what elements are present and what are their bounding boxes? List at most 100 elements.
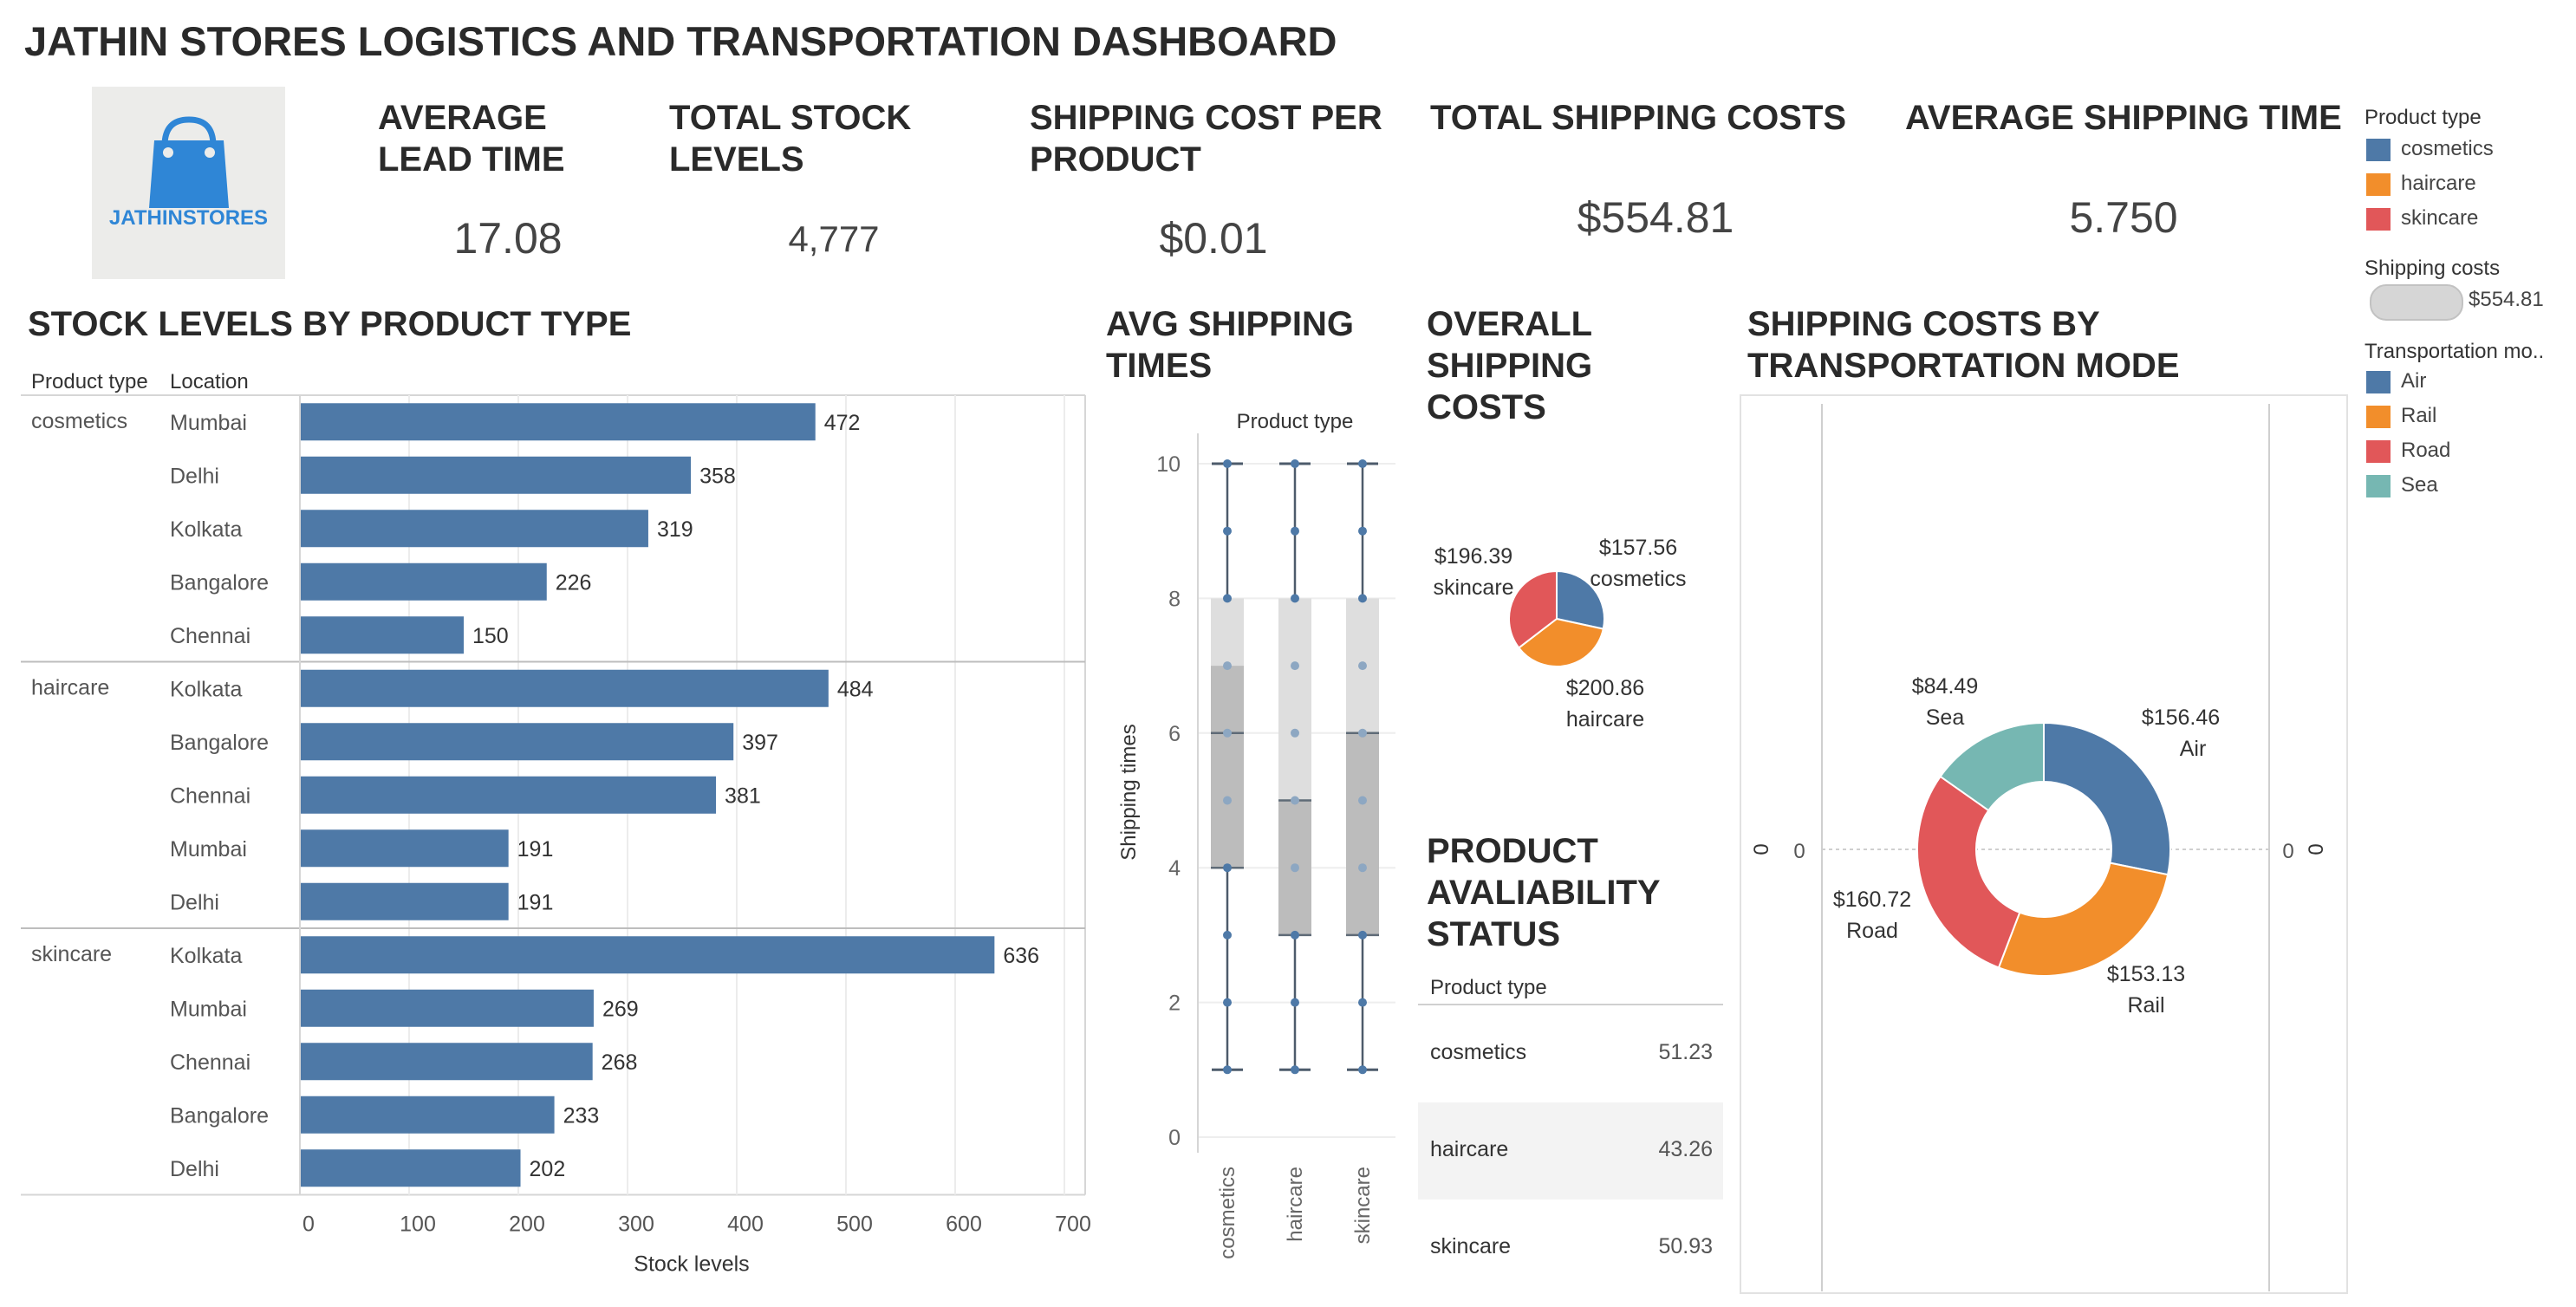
y-tick-label: 4 <box>1168 856 1181 881</box>
donut-value-label-sea: $84.49 <box>1912 674 1978 699</box>
x-tick-label: 400 <box>727 1213 764 1237</box>
data-point-haircare <box>1291 594 1299 603</box>
swatch-skincare <box>2366 207 2391 231</box>
location-label: Kolkata <box>170 944 242 968</box>
data-point-haircare <box>1291 661 1299 671</box>
bar-value-label: 191 <box>517 837 554 862</box>
availability-name-haircare: haircare <box>1430 1137 1509 1161</box>
legend-shipping-costs-value: $554.81 <box>2469 288 2544 311</box>
y-tick-label: 6 <box>1168 722 1181 746</box>
x-tick-label-cosmetics: cosmetics <box>1216 1167 1239 1259</box>
table-row[interactable]: cosmetics 51.23 <box>1418 1005 1723 1102</box>
data-point-cosmetics <box>1223 459 1232 468</box>
x-tick-label-haircare: haircare <box>1284 1167 1307 1242</box>
legend-item-skincare[interactable]: skincare <box>2366 206 2478 231</box>
location-label: Mumbai <box>170 837 247 862</box>
location-label: Chennai <box>170 1050 250 1075</box>
kpi-stock-label: TOTAL STOCK LEVELS <box>669 99 912 179</box>
bar-value-label: 484 <box>837 677 874 701</box>
donut-slice-road <box>1916 775 2021 969</box>
shopping-bag-icon <box>92 87 285 279</box>
legend-item-sea[interactable]: Sea <box>2366 473 2438 497</box>
swatch-air <box>2366 370 2391 393</box>
kpi-cost-per-product-label: SHIPPING COST PER PRODUCT <box>1030 99 1382 179</box>
donut-pane-border <box>1740 394 2348 1294</box>
bar-cosmetics-kolkata <box>300 510 648 548</box>
box-lower-skincare <box>1346 732 1379 935</box>
legend-item-road[interactable]: Road <box>2366 439 2450 463</box>
data-point-cosmetics <box>1223 594 1232 603</box>
group-label-cosmetics: cosmetics <box>31 409 127 433</box>
dashboard-title: JATHIN STORES LOGISTICS AND TRANSPORTATI… <box>24 18 1337 64</box>
data-point-skincare <box>1358 930 1367 940</box>
x-tick-label: 700 <box>1055 1213 1091 1237</box>
swatch-haircare <box>2366 172 2391 196</box>
pie-value-label-haircare: $200.86 <box>1566 676 1644 700</box>
data-point-haircare <box>1291 796 1299 805</box>
location-label: Bangalore <box>170 1103 269 1128</box>
x-tick-label: 200 <box>509 1213 545 1237</box>
legend-item-cosmetics[interactable]: cosmetics <box>2366 137 2494 161</box>
bar-value-label: 268 <box>602 1050 638 1075</box>
pie-category-label-haircare: haircare <box>1566 707 1644 732</box>
data-point-haircare <box>1291 728 1299 738</box>
x-tick-label: 600 <box>946 1213 982 1237</box>
donut-value-label-rail: $153.13 <box>2107 962 2185 986</box>
availability-header-rule <box>1418 1004 1723 1005</box>
y-tick-label: 2 <box>1168 992 1181 1016</box>
data-point-cosmetics <box>1223 930 1232 940</box>
availability-header: Product type <box>1430 976 1547 999</box>
legend-item-haircare[interactable]: haircare <box>2366 172 2476 196</box>
data-point-haircare <box>1291 459 1299 468</box>
bar-value-label: 636 <box>1003 944 1039 968</box>
group-label-haircare: haircare <box>31 676 109 700</box>
bar-value-label: 319 <box>657 517 693 542</box>
bar-cosmetics-chennai <box>300 616 464 654</box>
shipping-costs-size-swatch[interactable] <box>2370 284 2463 321</box>
kpi-total-shipping-label: TOTAL SHIPPING COSTS <box>1430 99 1847 137</box>
donut-slice-air <box>2043 721 2172 876</box>
overall-slice-skincare <box>1508 569 1558 649</box>
bar-value-label: 202 <box>530 1157 566 1181</box>
y-tick-label: 0 <box>1168 1126 1181 1150</box>
y-axis-label: Shipping times <box>1117 724 1141 860</box>
table-row[interactable]: haircare 43.26 <box>1418 1102 1723 1200</box>
swatch-cosmetics <box>2366 138 2391 161</box>
location-label: Delhi <box>170 890 219 914</box>
data-point-cosmetics <box>1223 728 1232 738</box>
location-label: Mumbai <box>170 997 247 1021</box>
donut-category-label-road: Road <box>1846 919 1898 943</box>
zero-axis-label-right: 0 <box>2305 843 2328 855</box>
legend-item-rail[interactable]: Rail <box>2366 404 2436 428</box>
stock-levels-chart: Product type Location 0 100 200 300 400 500 600 7… <box>21 370 1091 1277</box>
shipping-times-boxplot: Product type Shipping times 0 2 4 6 8 10 cosmeti… <box>1117 410 1395 1259</box>
transport-mode-title: SHIPPING COSTS BY TRANSPORTATION MODE <box>1747 305 2180 385</box>
overall-shipping-costs-title: OVERALL SHIPPING COSTS <box>1427 305 1593 426</box>
bar-value-label: 191 <box>517 890 554 914</box>
donut-value-label-air: $156.46 <box>2142 706 2220 730</box>
bar-cosmetics-mumbai <box>300 403 816 441</box>
kpi-cost-per-product-value: $0.01 <box>1159 214 1268 263</box>
transport-mode-donut: 00 0 0$156.46Air$153.13Rail$160.72Road$84.… <box>1740 394 2348 1294</box>
bar-cosmetics-bangalore <box>300 562 547 601</box>
y-tick-label: 8 <box>1168 587 1181 611</box>
x-tick-label: 500 <box>836 1213 873 1237</box>
availability-name-cosmetics: cosmetics <box>1430 1040 1527 1064</box>
data-point-cosmetics <box>1223 661 1232 671</box>
x-tick-label-skincare: skincare <box>1351 1167 1375 1244</box>
overall-slice-haircare <box>1517 617 1604 667</box>
zero-axis-tick-left: 0 <box>1793 840 1805 863</box>
legend-item-air[interactable]: Air <box>2366 369 2426 393</box>
box-upper-cosmetics <box>1211 598 1244 667</box>
bar-value-label: 381 <box>725 784 761 808</box>
data-point-skincare <box>1358 594 1367 603</box>
donut-value-label-road: $160.72 <box>1833 888 1911 912</box>
zero-axis-tick-right: 0 <box>2282 840 2293 863</box>
bar-cosmetics-delhi <box>300 456 692 494</box>
donut-category-label-sea: Sea <box>1926 706 1965 730</box>
swatch-sea <box>2366 474 2391 497</box>
bar-haircare-kolkata <box>300 669 829 707</box>
legend-shipping-costs-title: Shipping costs <box>2365 257 2501 280</box>
location-label: Bangalore <box>170 570 269 595</box>
table-row[interactable]: skincare 50.93 <box>1418 1200 1723 1297</box>
